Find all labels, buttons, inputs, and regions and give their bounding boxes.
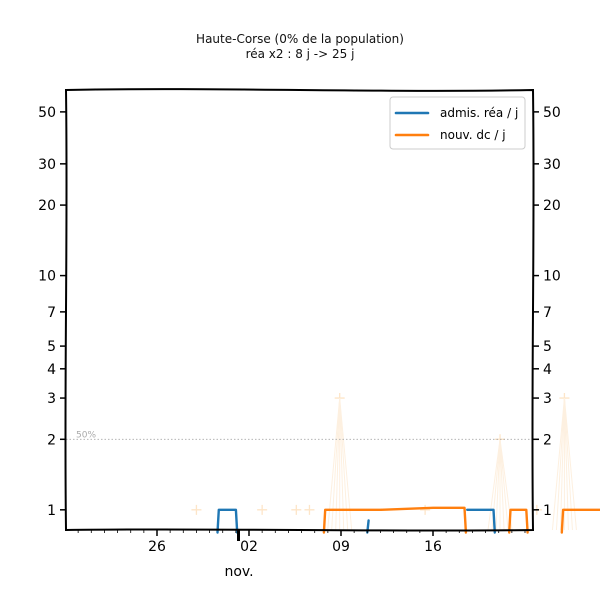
y-tick-label-right: 20 — [543, 198, 561, 214]
chart-title: Haute-Corse (0% de la population) — [196, 32, 404, 46]
faint-marker — [420, 504, 431, 515]
faint-marker — [191, 504, 202, 515]
series-line — [216, 508, 239, 534]
faint-fan-line — [563, 398, 573, 531]
legend-label: admis. réa / j — [440, 106, 518, 120]
y-tick-label-left: 1 — [47, 503, 56, 519]
y-tick-label-right: 50 — [543, 105, 561, 121]
legend-label: nouv. dc / j — [440, 128, 506, 142]
y-tick-label-left: 5 — [47, 339, 56, 355]
faint-fan-line — [331, 398, 341, 531]
plot-frame — [64, 88, 535, 532]
faint-fan-line — [335, 398, 341, 531]
faint-marker — [257, 504, 268, 515]
series-line — [560, 508, 600, 534]
month-start-tick — [237, 530, 240, 541]
y-tick-label-left: 4 — [47, 362, 56, 378]
y-tick-label-right: 10 — [543, 269, 561, 285]
y-tick-label-left: 2 — [47, 432, 56, 448]
series-line — [322, 506, 468, 534]
y-tick-label-right: 7 — [543, 305, 552, 321]
y-tick-label-right: 5 — [543, 339, 552, 355]
y-tick-label-right: 1 — [543, 503, 552, 519]
x-tick-label: 16 — [424, 539, 442, 555]
faint-fan-line — [499, 439, 509, 531]
x-month-label: nov. — [224, 564, 253, 580]
y-tick-label-left: 30 — [38, 157, 56, 173]
y-tick-label-right: 3 — [543, 391, 552, 407]
reference-line-label: 50% — [76, 430, 96, 440]
y-tick-label-left: 50 — [38, 105, 56, 121]
faint-marker — [304, 504, 315, 515]
series-line — [466, 508, 496, 534]
y-tick-label-left: 20 — [38, 198, 56, 214]
faint-fan-line — [495, 439, 501, 531]
faint-fan-line — [499, 439, 505, 531]
faint-fan-line — [563, 398, 569, 531]
faint-marker — [291, 504, 302, 515]
faint-fan-line — [339, 398, 345, 531]
y-tick-label-left: 7 — [47, 305, 56, 321]
y-tick-label-right: 30 — [543, 157, 561, 173]
x-tick-label: 26 — [148, 539, 166, 555]
faint-fan-line — [487, 439, 501, 531]
y-tick-label-left: 3 — [47, 391, 56, 407]
faint-fan-line — [555, 398, 565, 531]
series-line — [508, 508, 529, 534]
faint-fan-line — [339, 398, 349, 531]
y-tick-label-right: 4 — [543, 362, 552, 378]
faint-fan-line — [551, 398, 565, 531]
faint-fan-line — [339, 398, 353, 531]
y-tick-label-right: 2 — [543, 432, 552, 448]
faint-fan-line — [559, 398, 565, 531]
faint-fan-line — [563, 398, 577, 531]
x-tick-label: 09 — [332, 539, 350, 555]
faint-fan-line — [327, 398, 341, 531]
y-tick-label-left: 10 — [38, 269, 56, 285]
chart-subtitle: réa x2 : 8 j -> 25 j — [245, 47, 355, 61]
x-tick-label: 02 — [240, 539, 258, 555]
